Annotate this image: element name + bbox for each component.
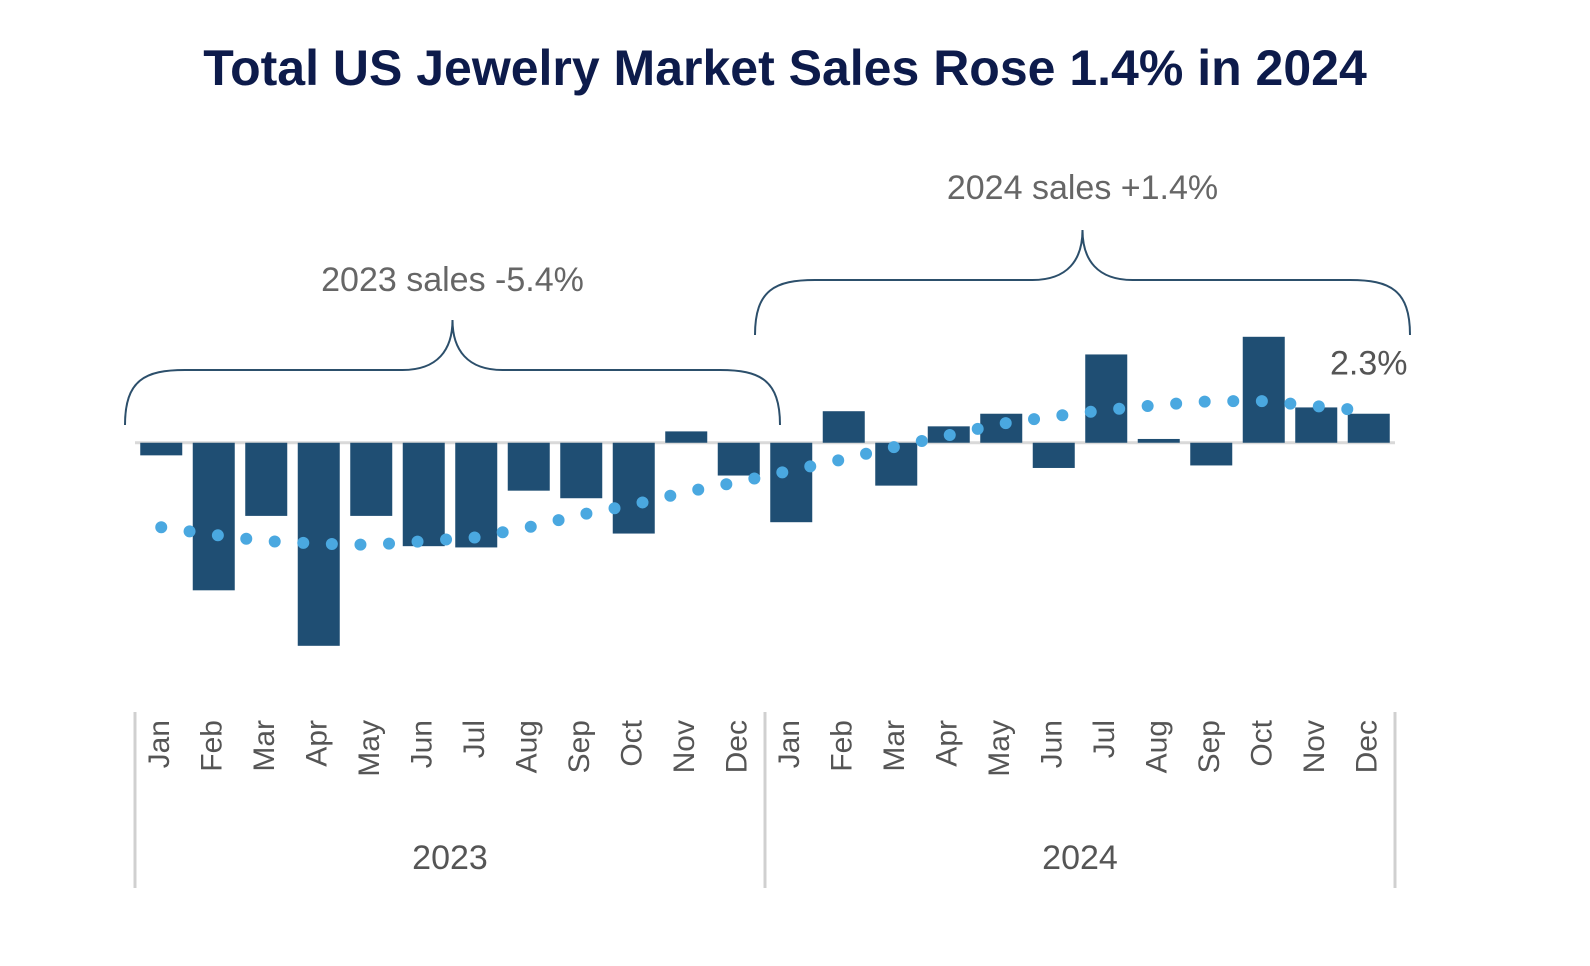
x-tick-label: May bbox=[983, 720, 1016, 777]
x-tick-label: Feb bbox=[826, 720, 859, 772]
bar bbox=[822, 411, 865, 443]
x-tick-label: Dec bbox=[721, 720, 754, 773]
bracket bbox=[754, 229, 1411, 336]
bar bbox=[402, 442, 445, 547]
bar bbox=[507, 442, 550, 491]
bar bbox=[612, 442, 655, 534]
x-tick-label: Apr bbox=[931, 720, 964, 767]
bar bbox=[980, 413, 1023, 443]
data-label: 2.3% bbox=[1330, 345, 1408, 383]
x-tick-label: Apr bbox=[301, 720, 334, 767]
bar bbox=[350, 442, 393, 516]
x-tick-label: Mar bbox=[878, 720, 911, 772]
x-tick-label: Jul bbox=[1088, 720, 1121, 758]
bar bbox=[455, 442, 498, 548]
bracket bbox=[124, 319, 781, 426]
bar bbox=[665, 431, 708, 443]
x-tick-label: Jul bbox=[458, 720, 491, 758]
bar bbox=[560, 442, 603, 499]
x-tick-label: Aug bbox=[511, 720, 544, 773]
trend-line bbox=[155, 395, 1375, 551]
annotation: 2023 sales -5.4% bbox=[321, 261, 584, 299]
x-tick-label: Sep bbox=[563, 720, 596, 773]
x-tick-label: Nov bbox=[1298, 720, 1331, 773]
x-tick-label: Jan bbox=[773, 720, 806, 768]
x-tick-label: Oct bbox=[616, 719, 649, 766]
x-tick-label: Dec bbox=[1351, 720, 1384, 773]
bar bbox=[192, 442, 235, 591]
x-tick-label: Oct bbox=[1246, 719, 1279, 766]
bar bbox=[1085, 354, 1128, 443]
bar bbox=[1242, 336, 1285, 443]
bar bbox=[1190, 442, 1233, 466]
bar bbox=[717, 442, 760, 476]
x-tick-label: May bbox=[353, 720, 386, 777]
bar bbox=[1137, 438, 1180, 443]
x-tick-label: Nov bbox=[668, 720, 701, 773]
x-tick-label: Mar bbox=[248, 720, 281, 772]
annotation: 2024 sales +1.4% bbox=[947, 169, 1218, 207]
bar bbox=[1347, 413, 1390, 443]
bar bbox=[1295, 407, 1338, 443]
group-label: 2024 bbox=[1042, 839, 1118, 877]
x-tick-label: Jun bbox=[1036, 720, 1069, 768]
chart-title: Total US Jewelry Market Sales Rose 1.4% … bbox=[203, 40, 1367, 96]
bar bbox=[245, 442, 288, 516]
x-tick-label: Sep bbox=[1193, 720, 1226, 773]
bar bbox=[140, 442, 183, 456]
bar bbox=[1032, 442, 1075, 468]
group-label: 2023 bbox=[412, 839, 488, 877]
x-tick-label: Jun bbox=[406, 720, 439, 768]
bar bbox=[770, 442, 813, 523]
x-tick-label: Feb bbox=[196, 720, 229, 772]
x-tick-label: Aug bbox=[1141, 720, 1174, 773]
x-tick-label: Jan bbox=[143, 720, 176, 768]
